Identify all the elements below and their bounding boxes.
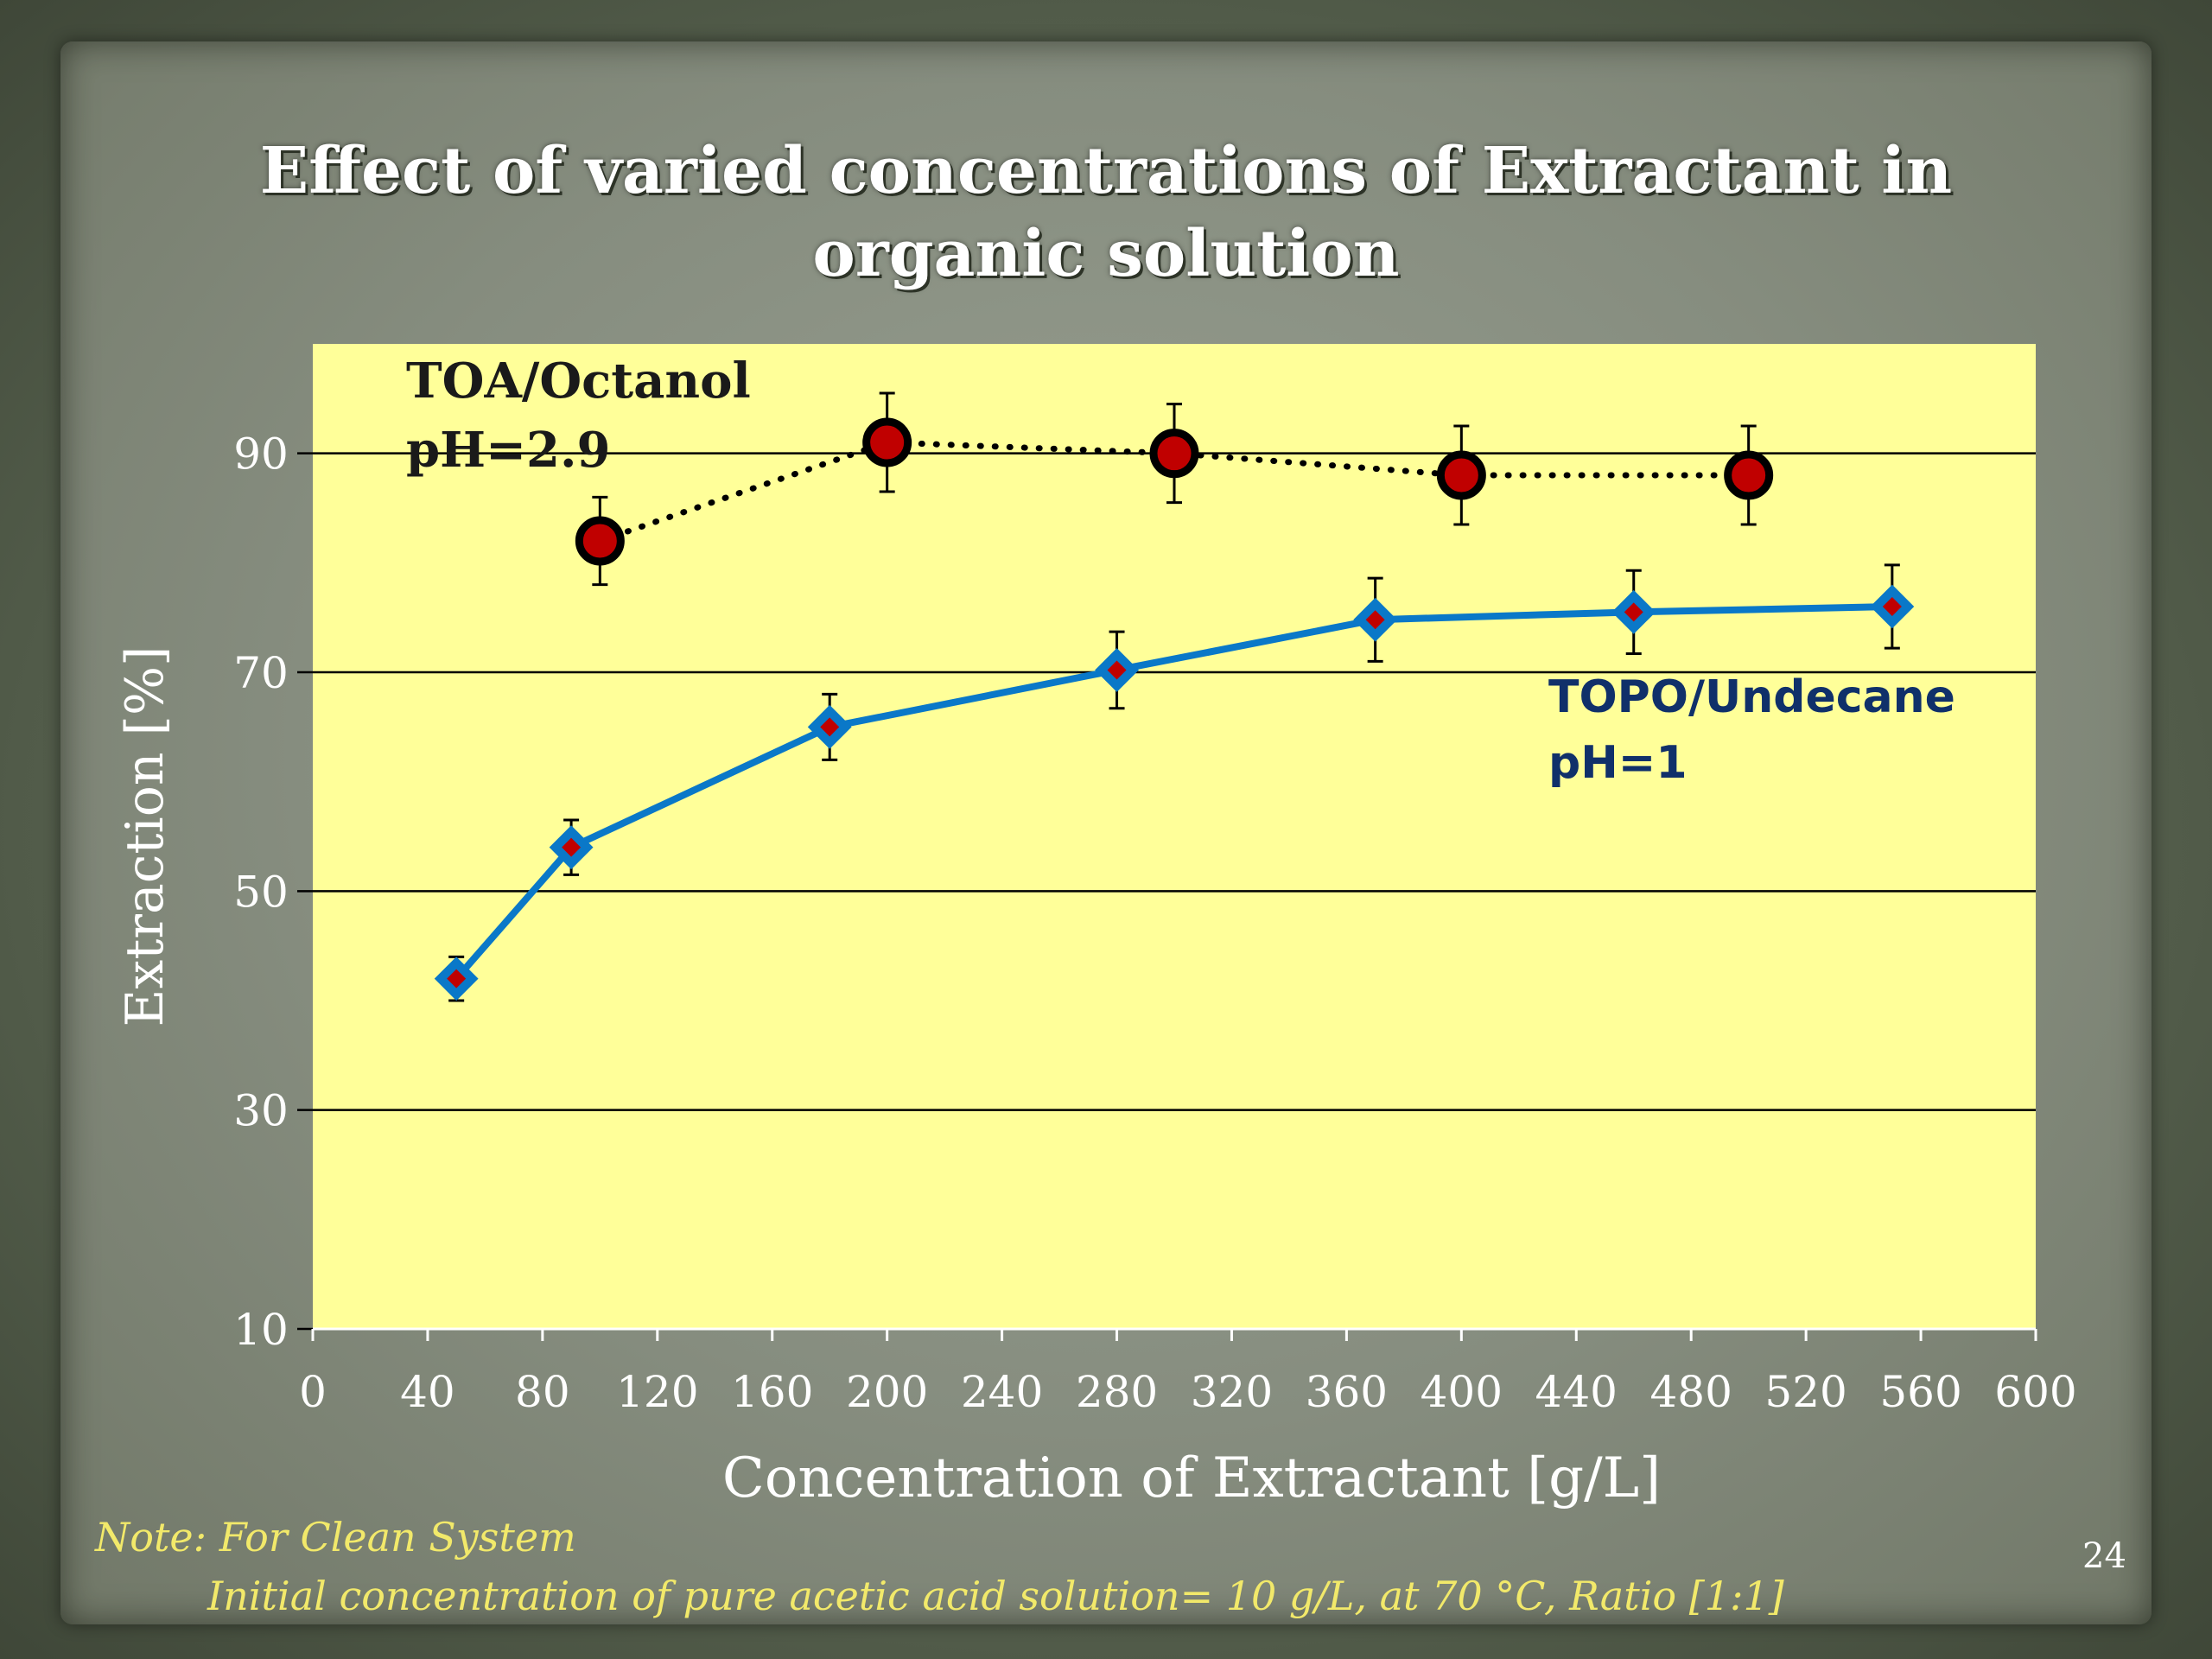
data-point-toa-octanol: [575, 516, 625, 566]
data-point-toa-octanol: [862, 417, 912, 467]
x-tick-label: 600: [1994, 1367, 2076, 1417]
x-tick-label: 560: [1879, 1367, 1961, 1417]
slide-title-line-2: organic solution: [812, 217, 1400, 291]
x-tick-label: 80: [515, 1367, 570, 1417]
note-line-2: Initial concentration of pure acetic aci…: [207, 1573, 1784, 1619]
x-tick-label: 400: [1421, 1367, 1503, 1417]
x-tick-label: 360: [1306, 1367, 1388, 1417]
data-point-topo-undecane-center: [1882, 597, 1902, 616]
y-tick-label: 90: [233, 429, 289, 480]
x-tick-label: 40: [400, 1367, 455, 1417]
x-tick-label: 120: [616, 1367, 698, 1417]
x-axis-title: Concentration of Extractant [g/L]: [722, 1446, 1661, 1510]
series-label-topo-undecane-line2: pH=1: [1548, 737, 1688, 789]
note-line-1: Note: For Clean System: [95, 1514, 576, 1560]
page-number: 24: [2082, 1536, 2126, 1576]
y-tick-label: 30: [233, 1086, 289, 1136]
x-tick-label: 200: [846, 1367, 928, 1417]
data-point-topo-undecane-center: [562, 837, 582, 857]
y-tick-label: 10: [233, 1305, 289, 1355]
y-tick-label: 50: [233, 867, 289, 917]
data-point-topo-undecane-center: [1624, 602, 1643, 622]
x-tick-label: 0: [299, 1367, 327, 1417]
data-point-toa-octanol: [1724, 450, 1774, 500]
data-point-toa-octanol: [1149, 429, 1199, 479]
data-point-topo-undecane-center: [820, 717, 840, 737]
data-point-topo-undecane-center: [1107, 660, 1127, 680]
x-tick-label: 320: [1191, 1367, 1273, 1417]
data-point-toa-octanol: [1436, 450, 1486, 500]
data-point-topo-undecane-center: [1365, 610, 1385, 630]
x-tick-label: 160: [731, 1367, 813, 1417]
series-label-toa-octanol-line1: TOA/Octanol: [406, 353, 751, 410]
slide-title-line-1: Effect of varied concentrations of Extra…: [259, 134, 1953, 208]
series-label-topo-undecane-line1: TOPO/Undecane: [1548, 671, 1955, 723]
data-point-topo-undecane-center: [447, 969, 467, 988]
x-tick-label: 280: [1076, 1367, 1158, 1417]
y-axis-title: Extraction [%]: [115, 646, 175, 1027]
x-tick-label: 240: [961, 1367, 1043, 1417]
x-tick-label: 480: [1649, 1367, 1732, 1417]
x-tick-label: 440: [1535, 1367, 1618, 1417]
y-tick-label: 70: [233, 648, 289, 698]
x-tick-label: 520: [1764, 1367, 1847, 1417]
series-label-toa-octanol-line2: pH=2.9: [406, 422, 610, 479]
